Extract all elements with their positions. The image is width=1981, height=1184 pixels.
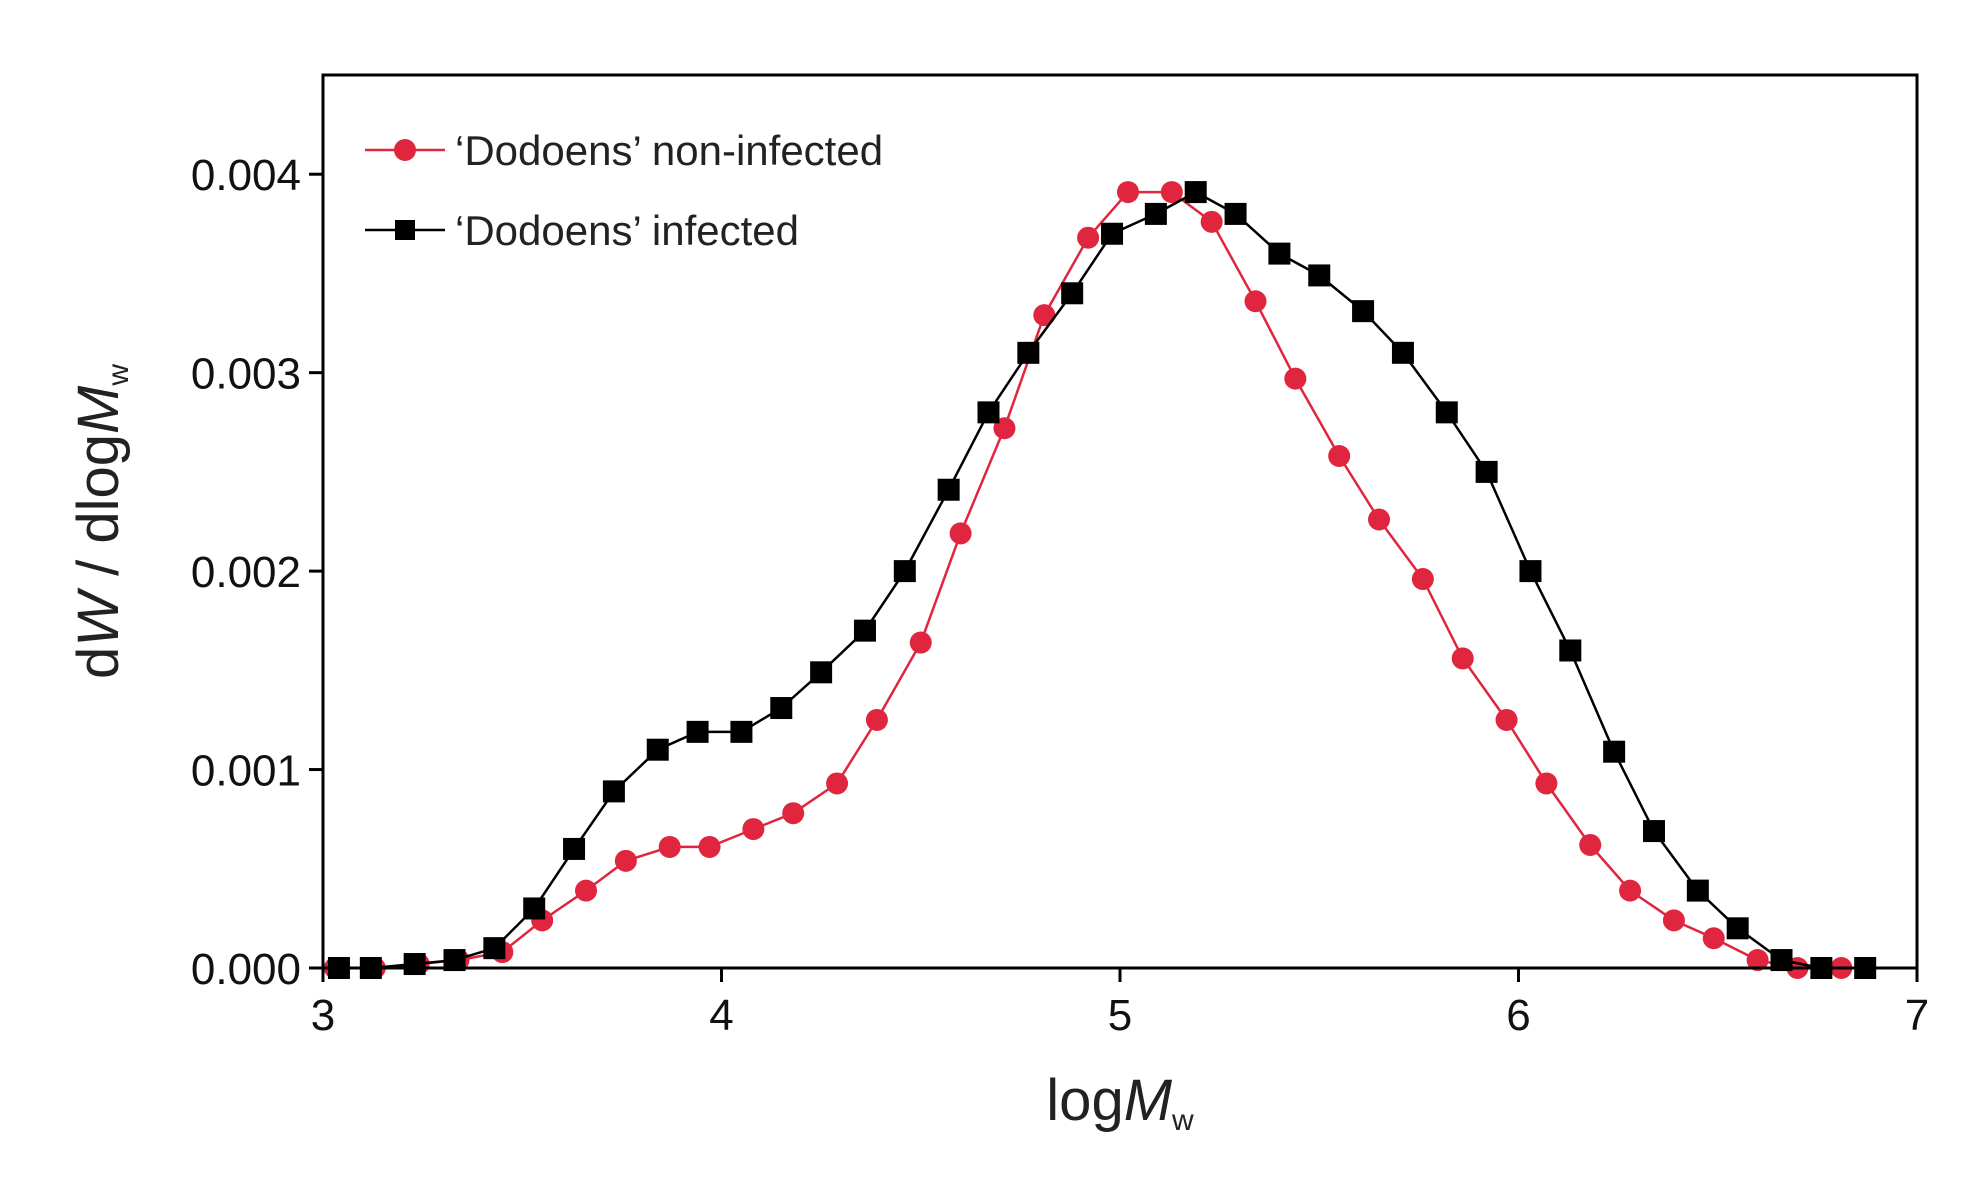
y-tick-label: 0.002 <box>191 548 301 597</box>
data-point <box>1061 282 1084 305</box>
data-point <box>1200 210 1223 233</box>
x-axis-title-main: log <box>1046 1068 1123 1133</box>
data-point <box>1451 647 1474 670</box>
data-point <box>646 738 669 761</box>
data-point <box>1702 927 1725 950</box>
data-point <box>1184 181 1207 204</box>
legend-label-non-infected: ‘Dodoens’ non-infected <box>455 127 883 174</box>
data-point <box>1284 367 1307 390</box>
data-point <box>1435 401 1458 424</box>
data-point <box>1160 181 1183 204</box>
data-point <box>686 720 709 743</box>
data-point <box>1642 820 1665 843</box>
data-point <box>483 937 506 960</box>
data-point <box>1352 300 1375 323</box>
data-point <box>949 522 972 545</box>
data-point <box>893 560 916 583</box>
data-point <box>575 879 598 902</box>
data-point <box>443 949 466 972</box>
legend-label-infected: ‘Dodoens’ infected <box>455 207 799 254</box>
data-point <box>1726 917 1749 940</box>
x-tick-label: 3 <box>311 991 335 1040</box>
data-point <box>698 835 721 858</box>
data-point <box>782 802 805 825</box>
data-point <box>1328 445 1351 468</box>
data-point <box>1603 740 1626 763</box>
x-tick-label: 7 <box>1905 991 1929 1040</box>
y-tick-label: 0.004 <box>191 151 301 200</box>
data-point <box>1411 568 1434 591</box>
data-point <box>1033 304 1056 327</box>
x-axis-title: logMw <box>1046 1068 1194 1137</box>
data-point <box>1519 560 1542 583</box>
data-point <box>770 697 793 720</box>
data-point <box>742 818 765 841</box>
data-point <box>1224 202 1247 225</box>
data-point <box>1495 708 1518 731</box>
y-tick-label: 0.001 <box>191 747 301 796</box>
x-axis: 3 4 5 6 7 <box>311 968 1929 1040</box>
data-point <box>1619 879 1642 902</box>
y-axis-title-subscript: w <box>102 364 135 387</box>
data-point <box>1535 772 1558 795</box>
y-tick-label: 0.003 <box>191 350 301 399</box>
data-point <box>1559 639 1582 662</box>
data-point <box>1686 879 1709 902</box>
data-point <box>730 720 753 743</box>
y-axis-title-italic-m: M <box>66 385 131 434</box>
data-point <box>1368 508 1391 531</box>
x-tick-label: 4 <box>709 991 733 1040</box>
x-axis-title-italic: M <box>1124 1068 1173 1133</box>
data-point <box>1662 909 1685 932</box>
y-axis-title-italic-w: W <box>66 587 131 647</box>
y-axis-title-prefix: d <box>66 647 131 679</box>
x-axis-title-subscript: w <box>1171 1104 1194 1137</box>
data-point <box>403 953 426 976</box>
data-point <box>1391 341 1414 364</box>
data-point <box>1475 460 1498 483</box>
data-point <box>909 631 932 654</box>
data-point <box>523 897 546 920</box>
legend: ‘Dodoens’ non-infected ‘Dodoens’ infecte… <box>365 127 883 254</box>
data-point <box>1579 833 1602 856</box>
y-axis: 0.000 0.001 0.002 0.003 0.004 <box>191 151 323 994</box>
data-point <box>810 661 833 684</box>
data-point <box>1244 290 1267 313</box>
data-point <box>826 772 849 795</box>
data-point <box>614 849 637 872</box>
data-point <box>937 478 960 501</box>
data-point <box>1116 181 1139 204</box>
data-point <box>1077 226 1100 249</box>
data-point <box>602 780 625 803</box>
series-infected <box>327 181 1877 979</box>
data-point <box>1101 222 1124 245</box>
y-axis-title-middle: / dlog <box>66 434 131 592</box>
y-axis-title: dW / dlogMw <box>66 364 135 679</box>
legend-marker-non-infected <box>394 139 416 161</box>
data-point <box>1017 341 1040 364</box>
x-tick-label: 5 <box>1108 991 1132 1040</box>
data-point <box>865 708 888 731</box>
data-point <box>1268 242 1291 265</box>
x-tick-label: 6 <box>1506 991 1530 1040</box>
data-point <box>563 837 586 860</box>
series-layer <box>323 181 1877 979</box>
legend-marker-infected <box>395 220 415 240</box>
data-point <box>1308 264 1331 287</box>
data-point <box>853 619 876 642</box>
data-point <box>1770 949 1793 972</box>
y-tick-label: 0.000 <box>191 945 301 994</box>
data-point <box>1144 202 1167 225</box>
data-point <box>1746 949 1769 972</box>
data-point <box>658 835 681 858</box>
data-point <box>977 401 1000 424</box>
